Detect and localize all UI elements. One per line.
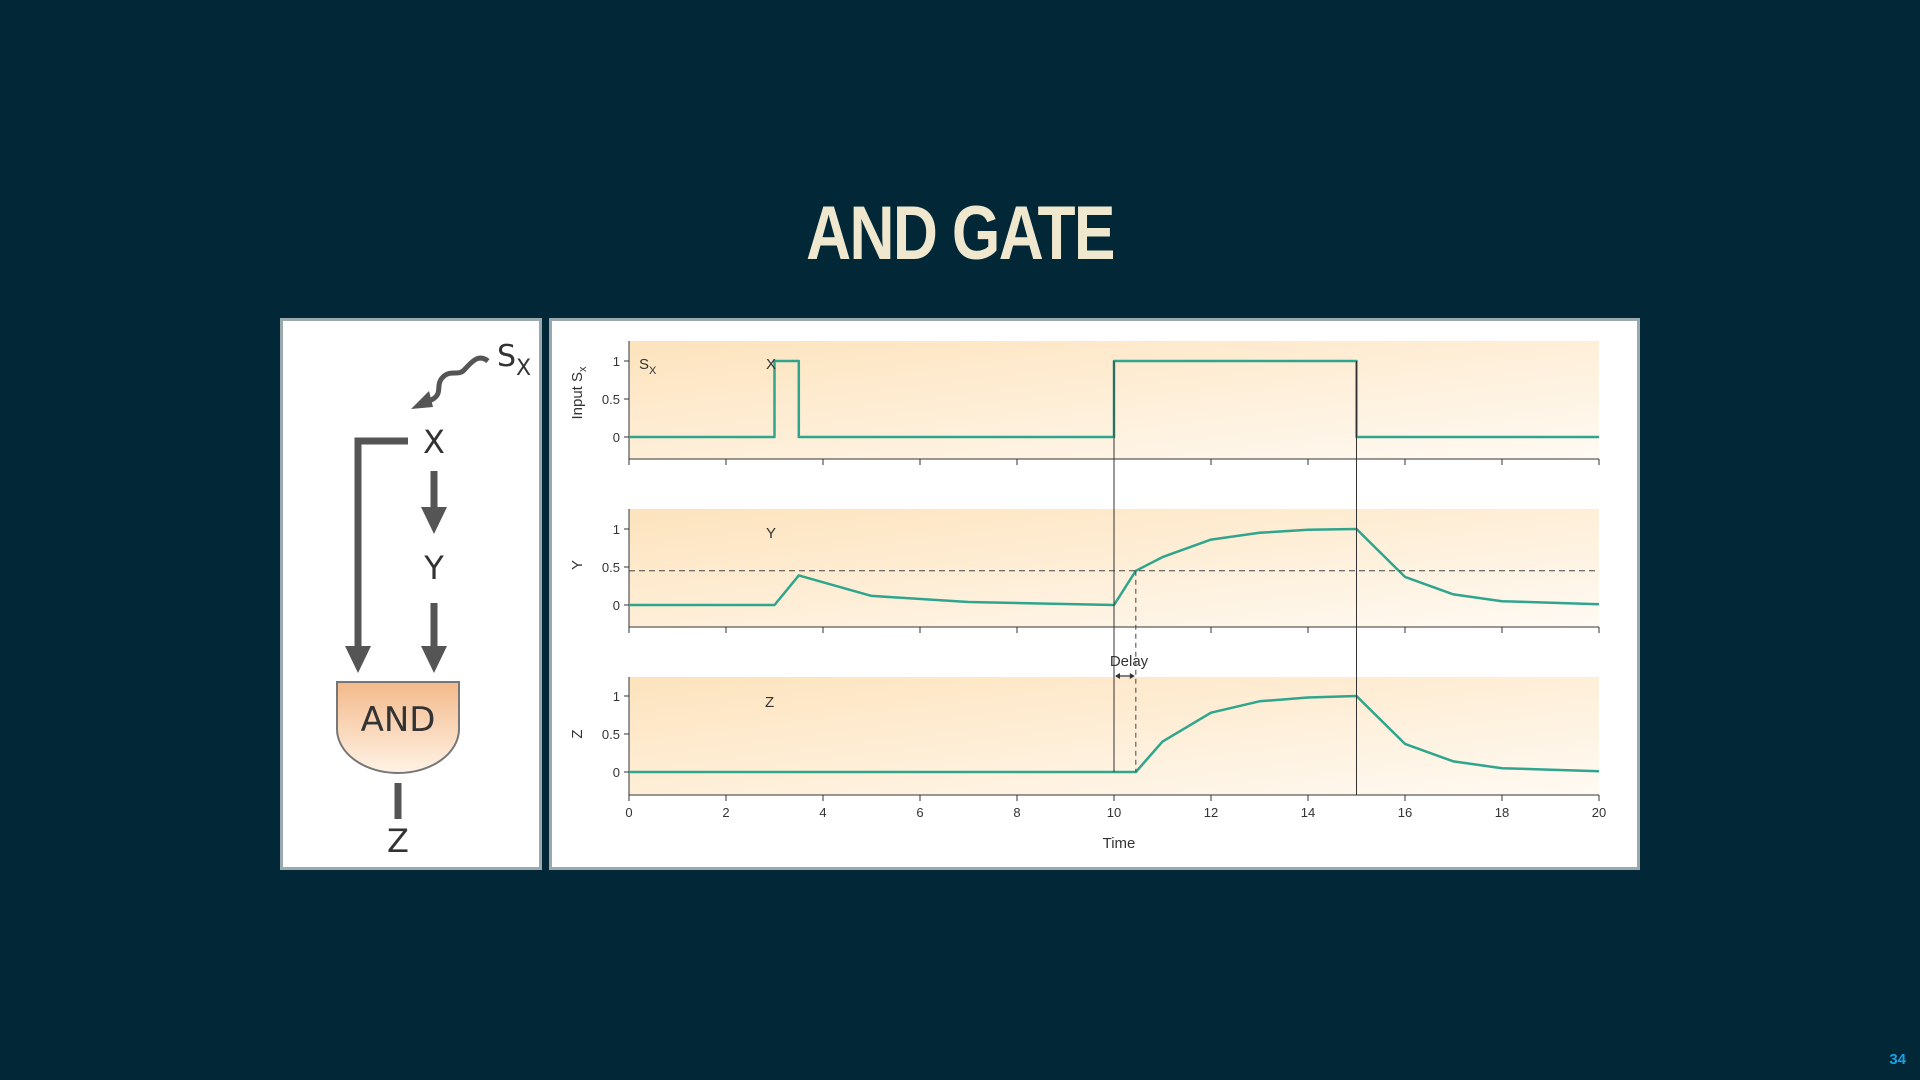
page-number: 34	[1889, 1051, 1906, 1068]
x-tick-label: 16	[1398, 805, 1412, 820]
panel1-sx-label: SX	[639, 356, 657, 377]
delay-label: Delay	[1110, 653, 1149, 670]
delay-arrow-right-icon	[1129, 673, 1135, 679]
panel1-axis-title: Input Sx	[569, 366, 589, 420]
panel3-z-label: Z	[765, 694, 774, 711]
x-tick-label: 12	[1204, 805, 1218, 820]
panel3-y-tick-label: 0.5	[602, 727, 620, 742]
x-tick-label: 14	[1301, 805, 1315, 820]
panel3-y-tick-label: 1	[613, 689, 620, 704]
circuit-diagram-panel: SX X Y AND Z	[280, 318, 542, 870]
panel2-axis-title: Y	[569, 560, 586, 570]
x-tick-label: 6	[916, 805, 923, 820]
panel1-y-tick-label: 1	[613, 354, 620, 369]
x-tick-label: 8	[1013, 805, 1020, 820]
output-z-label: Z	[387, 822, 409, 860]
time-course-plots-panel: 0 0.5 1 0 0.5 1 0 0.5 1 0 2 4 6 8 10 12 14 16 18 20 SX X Y …	[549, 318, 1640, 870]
and-gate-shape	[336, 681, 460, 774]
panel2-y-tick-label: 0.5	[602, 560, 620, 575]
x-tick-label: 0	[625, 805, 632, 820]
x-tick-label: 10	[1107, 805, 1121, 820]
panel3-axis-title: Z	[569, 729, 586, 738]
node-x-label: X	[423, 423, 445, 461]
node-y-label: Y	[423, 549, 444, 587]
and-gate-label: AND	[361, 700, 436, 740]
panel2-y-label: Y	[766, 525, 776, 542]
panel1-y-tick-label: 0.5	[602, 392, 620, 407]
x-tick-label: 2	[722, 805, 729, 820]
x-tick-label: 20	[1592, 805, 1606, 820]
x-to-gate-line	[354, 437, 408, 651]
circuit-diagram: SX X Y AND Z	[336, 339, 531, 860]
x-tick-label: 4	[819, 805, 826, 820]
y-to-gate-arrowhead-icon	[421, 646, 447, 673]
x-axis-title: Time	[1103, 835, 1136, 852]
slide-title: AND GATE	[806, 191, 1115, 276]
signal-label: SX	[497, 339, 531, 381]
x-tick-label: 18	[1495, 805, 1509, 820]
x-to-y-arrowhead-icon	[421, 507, 447, 534]
panel3-series-z	[629, 694, 1600, 774]
signal-squiggle-arrow	[423, 355, 490, 406]
panel1-y-tick-label: 0	[613, 430, 620, 445]
signal-arrowhead-icon	[411, 391, 433, 409]
panel2-series-y	[629, 527, 1600, 607]
panel2-y-tick-label: 1	[613, 522, 620, 537]
panel1-x-label: X	[766, 356, 776, 373]
x-to-gate-arrowhead-icon	[345, 646, 371, 673]
panel3-y-tick-label: 0	[613, 765, 620, 780]
panel2-y-tick-label: 0	[613, 598, 620, 613]
delay-arrow-left-icon	[1115, 673, 1120, 679]
